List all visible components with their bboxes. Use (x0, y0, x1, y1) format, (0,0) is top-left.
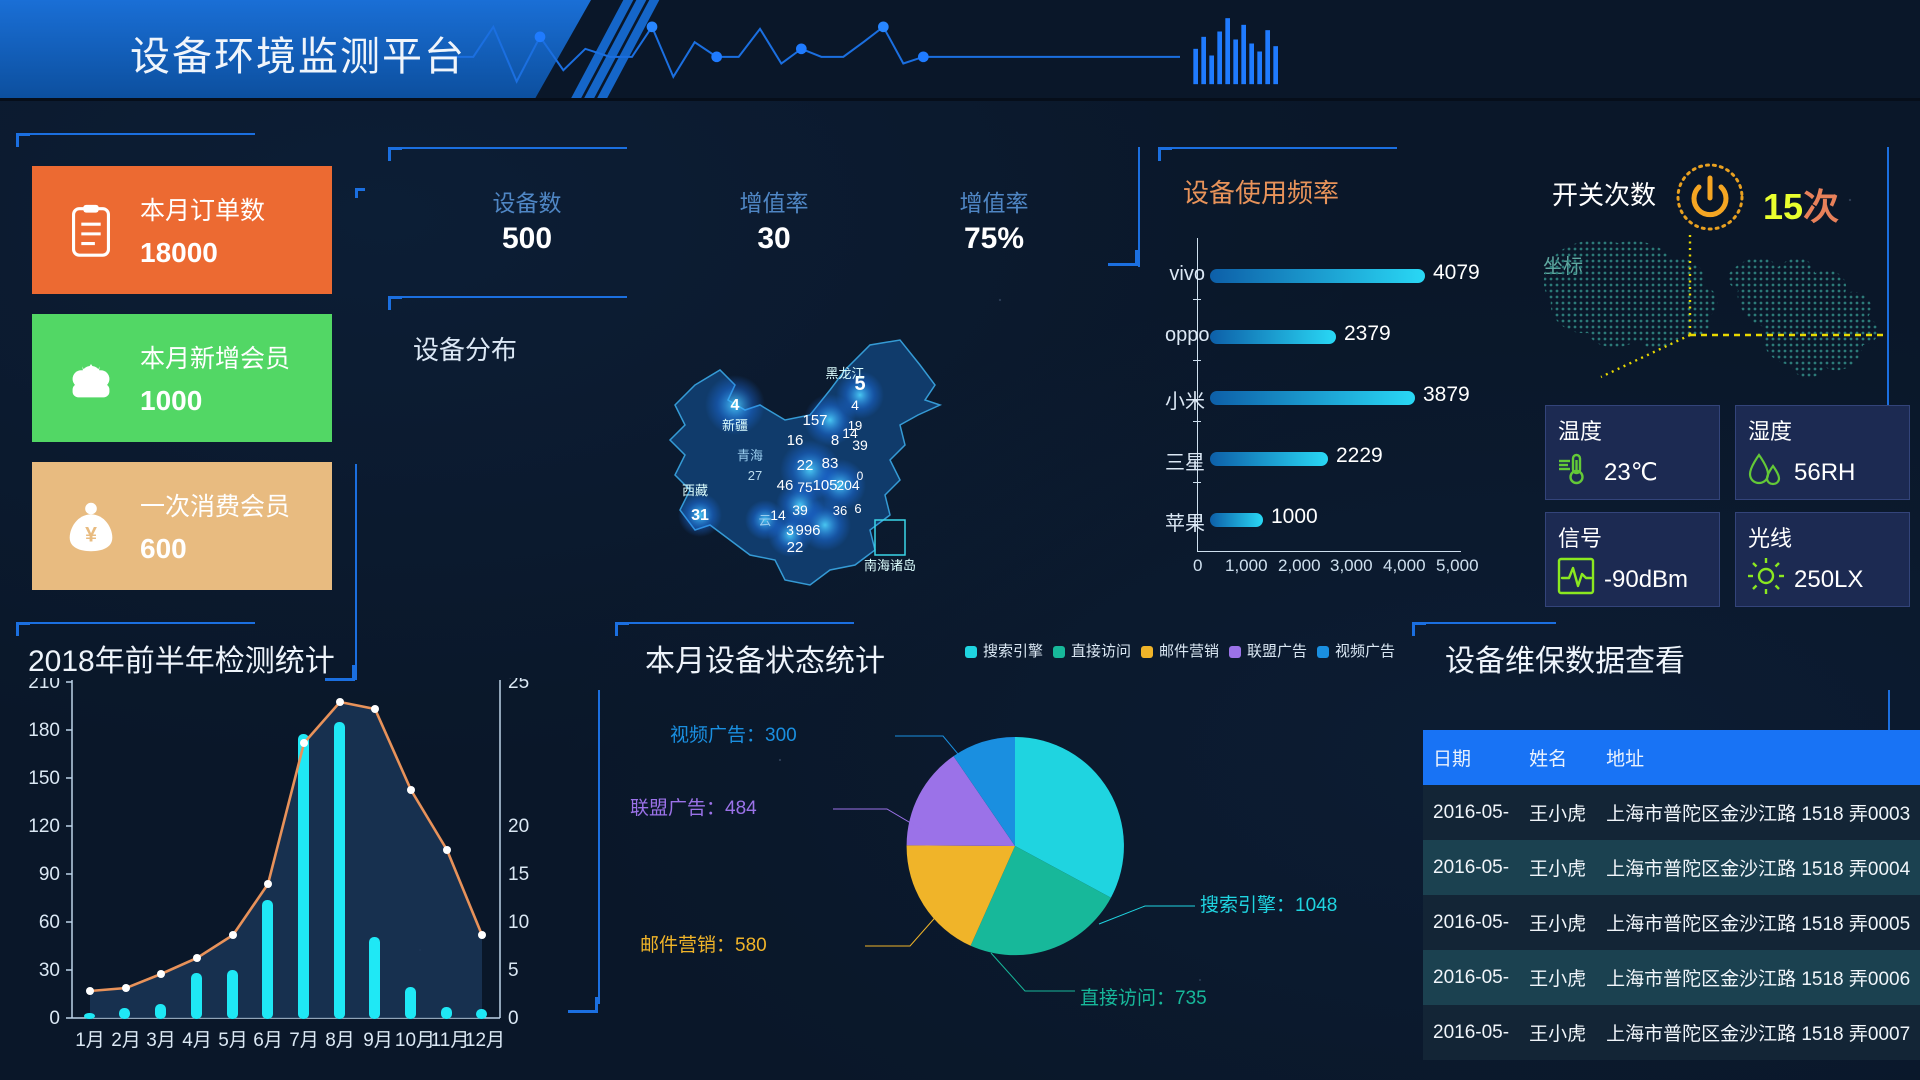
svg-text:6月: 6月 (253, 1030, 283, 1051)
svg-text:60: 60 (39, 912, 60, 933)
svg-text:青海: 青海 (737, 448, 763, 463)
svg-text:16: 16 (787, 432, 804, 449)
svg-text:新疆: 新疆 (722, 418, 748, 433)
svg-text:7月: 7月 (289, 1030, 319, 1051)
svg-text:12月: 12月 (465, 1030, 505, 1051)
svg-text:39: 39 (852, 437, 868, 453)
svg-text:14: 14 (770, 507, 786, 523)
svg-text:1月: 1月 (75, 1030, 105, 1051)
svg-text:2月: 2月 (111, 1030, 141, 1051)
svg-text:西藏: 西藏 (682, 483, 708, 498)
svg-text:22: 22 (787, 539, 804, 556)
svg-text:5: 5 (508, 960, 519, 981)
svg-text:4: 4 (731, 397, 740, 414)
svg-text:31: 31 (691, 507, 709, 524)
svg-text:联盟广告：484: 联盟广告：484 (630, 797, 757, 819)
svg-text:南海诸岛: 南海诸岛 (864, 558, 916, 573)
svg-text:46: 46 (777, 477, 794, 494)
svg-text:120: 120 (28, 816, 60, 837)
svg-text:157: 157 (802, 412, 827, 429)
svg-text:搜索引擎：1048: 搜索引擎：1048 (1200, 894, 1337, 916)
svg-text:996: 996 (795, 522, 820, 539)
svg-text:150: 150 (28, 768, 60, 789)
svg-text:4: 4 (851, 397, 859, 413)
svg-text:90: 90 (39, 864, 60, 885)
svg-text:22: 22 (797, 457, 814, 474)
svg-text:¥: ¥ (85, 523, 97, 547)
svg-text:27: 27 (748, 468, 762, 483)
svg-text:直接访问：735: 直接访问：735 (1080, 987, 1207, 1009)
svg-text:83: 83 (822, 455, 839, 472)
svg-text:105: 105 (812, 477, 837, 494)
svg-text:3: 3 (786, 522, 794, 538)
svg-text:黑龙江: 黑龙江 (825, 366, 864, 381)
svg-text:30: 30 (39, 960, 60, 981)
svg-text:6: 6 (854, 501, 861, 516)
svg-text:10: 10 (508, 912, 529, 933)
svg-text:5月: 5月 (218, 1030, 248, 1051)
svg-text:15: 15 (508, 864, 529, 885)
svg-text:180: 180 (28, 720, 60, 741)
svg-text:8月: 8月 (325, 1030, 355, 1051)
svg-text:0: 0 (49, 1008, 60, 1029)
svg-text:邮件营销：580: 邮件营销：580 (640, 934, 767, 956)
svg-text:20: 20 (508, 816, 529, 837)
svg-text:210: 210 (28, 678, 60, 693)
svg-text:25: 25 (508, 678, 529, 693)
svg-text:36: 36 (833, 503, 847, 518)
svg-text:11月: 11月 (431, 1030, 470, 1051)
svg-text:10月: 10月 (395, 1030, 435, 1051)
svg-text:9月: 9月 (363, 1030, 393, 1051)
svg-text:0: 0 (508, 1008, 519, 1029)
svg-text:0: 0 (857, 469, 864, 483)
svg-text:4月: 4月 (182, 1030, 212, 1051)
svg-text:3月: 3月 (146, 1030, 176, 1051)
svg-text:75: 75 (797, 479, 813, 495)
svg-text:39: 39 (792, 502, 808, 518)
svg-text:视频广告：300: 视频广告：300 (670, 724, 797, 746)
svg-text:8: 8 (831, 432, 839, 449)
